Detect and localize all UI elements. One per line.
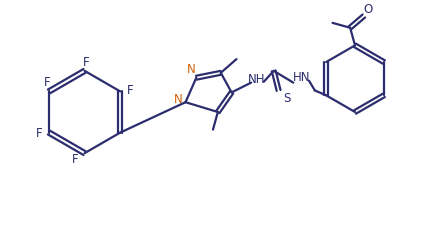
Text: S: S [283, 91, 290, 104]
Text: N: N [174, 92, 183, 105]
Text: F: F [127, 84, 133, 97]
Text: NH: NH [248, 73, 266, 86]
Text: F: F [36, 127, 43, 139]
Text: HN: HN [292, 71, 310, 84]
Text: F: F [83, 55, 90, 68]
Text: F: F [71, 152, 78, 165]
Text: F: F [44, 76, 50, 89]
Text: O: O [363, 3, 372, 16]
Text: N: N [187, 63, 196, 76]
